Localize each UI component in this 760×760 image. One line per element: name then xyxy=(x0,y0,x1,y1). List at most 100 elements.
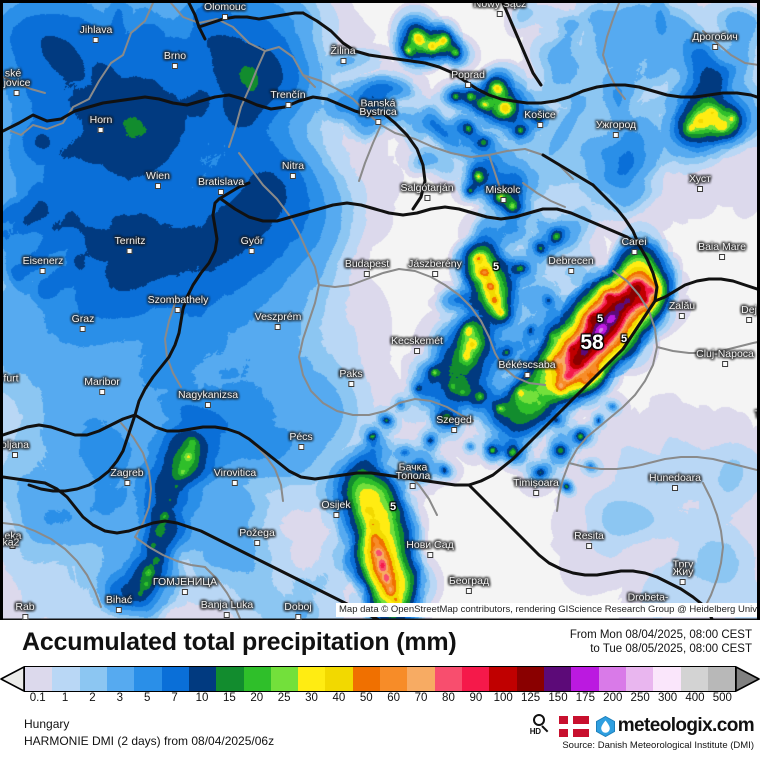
country-border xyxy=(467,299,657,487)
country-border xyxy=(133,413,271,457)
scale-swatch-150 xyxy=(543,667,572,691)
country-border xyxy=(3,93,385,133)
scale-swatch-100 xyxy=(489,667,517,691)
region-border xyxy=(556,270,658,512)
country-border xyxy=(133,197,221,417)
region-border xyxy=(522,182,566,208)
scale-tick-400: 400 xyxy=(685,692,705,704)
scale-swatch-60 xyxy=(380,667,408,691)
country-border xyxy=(381,111,427,211)
meteologix-wordmark: meteologix.com xyxy=(617,715,755,736)
precipitation-raster xyxy=(3,3,757,620)
scale-tick-1: 1 xyxy=(61,692,69,704)
region-border xyxy=(164,302,182,388)
scale-swatch-10 xyxy=(188,667,217,691)
hd-label: HD xyxy=(529,727,541,736)
scale-tick-7: 7 xyxy=(171,692,178,704)
scale-tick-90: 90 xyxy=(469,692,483,704)
region-border xyxy=(228,50,266,148)
scale-tick-30: 30 xyxy=(305,692,318,704)
scale-tick-175: 175 xyxy=(575,692,595,704)
scale-tick-5: 5 xyxy=(144,692,151,704)
region-border xyxy=(170,3,316,88)
region-border xyxy=(602,3,626,100)
country-border xyxy=(27,413,137,493)
period-from: From Mon 08/04/2025, 08:00 CEST xyxy=(569,629,752,641)
hd-magnifier-icon[interactable]: HD xyxy=(530,714,552,738)
region-border xyxy=(10,3,154,136)
meteologix-hex-icon xyxy=(595,715,615,737)
denmark-flag-icon xyxy=(558,715,589,737)
country-border xyxy=(541,153,595,187)
legend-panel: Accumulated total precipitation (mm) Fro… xyxy=(0,620,760,760)
scale-tick-3: 3 xyxy=(116,692,124,704)
scale-swatch-30 xyxy=(298,667,326,691)
country-border xyxy=(217,181,251,201)
scale-swatch-50 xyxy=(352,667,381,691)
scale-swatch-25 xyxy=(270,667,299,691)
scale-swatch-80 xyxy=(434,667,462,691)
color-scale-ticks: 0.1 1 2 3 5 7 10 15 20 25 30 40 50 60 70 80 90 100 125 150 1… xyxy=(0,692,760,714)
region-border xyxy=(318,268,546,386)
scale-tick-20: 20 xyxy=(250,692,264,704)
scale-tick-40: 40 xyxy=(332,692,346,704)
scale-swatch-90 xyxy=(462,667,490,691)
scale-swatch-7 xyxy=(161,667,189,691)
scale-swatch-125 xyxy=(516,667,544,691)
meteologix-logo[interactable]: meteologix.com xyxy=(595,715,755,737)
region-border xyxy=(394,132,526,158)
scale-tick-125: 125 xyxy=(521,692,541,704)
data-source-label: Source: Danish Meteorological Institute … xyxy=(562,740,754,751)
scale-tick-80: 80 xyxy=(442,692,455,704)
country-border xyxy=(187,3,207,41)
country-border xyxy=(301,11,757,105)
scale-swatch-1 xyxy=(52,667,80,691)
region-border xyxy=(656,341,757,354)
map-attribution: Map data © OpenStreetMap contributors, r… xyxy=(336,603,757,617)
legend-title: Accumulated total precipitation (mm) xyxy=(22,628,457,656)
scale-swatch-300 xyxy=(653,667,681,691)
scale-tick-70: 70 xyxy=(414,692,428,704)
country-border xyxy=(267,453,471,487)
region-border xyxy=(134,536,206,568)
country-border xyxy=(197,11,305,29)
period-to: to Tue 08/05/2025, 08:00 CEST xyxy=(590,643,752,655)
scale-swatch-400 xyxy=(680,667,708,691)
region-border xyxy=(702,30,757,66)
scale-tick-15: 15 xyxy=(222,692,236,704)
scale-tick-500: 500 xyxy=(712,692,732,704)
branding: HD meteologix.com Source: Danish Meteoro… xyxy=(514,714,755,758)
scale-tick-100: 100 xyxy=(493,692,513,704)
region-border xyxy=(252,442,284,502)
scale-swatch-15 xyxy=(216,667,244,691)
country-border xyxy=(501,3,543,87)
scale-swatch-70 xyxy=(407,667,435,691)
region-border xyxy=(358,124,382,182)
region-border xyxy=(120,422,152,538)
country-border xyxy=(467,483,705,607)
region-label: Hungary xyxy=(24,717,70,731)
scale-tick-0.1: 0.1 xyxy=(29,692,46,704)
scale-swatch-2 xyxy=(79,667,107,691)
scale-tick-300: 300 xyxy=(657,692,678,704)
scale-swatch-200 xyxy=(598,667,626,691)
region-border xyxy=(3,522,102,608)
region-border xyxy=(3,76,46,94)
scale-tick-2: 2 xyxy=(89,692,96,704)
scale-swatch-20 xyxy=(243,667,271,691)
scale-swatch-500 xyxy=(707,667,736,691)
country-border xyxy=(653,277,757,303)
scale-swatch-40 xyxy=(325,667,353,691)
region-border xyxy=(488,154,502,192)
scale-swatch-175 xyxy=(571,667,599,691)
scale-swatch-3 xyxy=(106,667,135,691)
weather-map[interactable]: Olomouc Jihlava Brno Nowy Sącz Žilina Poprad Д… xyxy=(0,0,760,620)
model-info: Hungary HARMONIE DMI (2 days) from 08/04… xyxy=(24,716,274,750)
country-border xyxy=(219,197,641,247)
scale-tick-25: 25 xyxy=(277,692,291,704)
country-border xyxy=(3,413,137,437)
scale-swatch-0.1 xyxy=(25,667,53,691)
scale-tick-150: 150 xyxy=(548,692,568,704)
country-borders-overlay xyxy=(3,3,757,620)
